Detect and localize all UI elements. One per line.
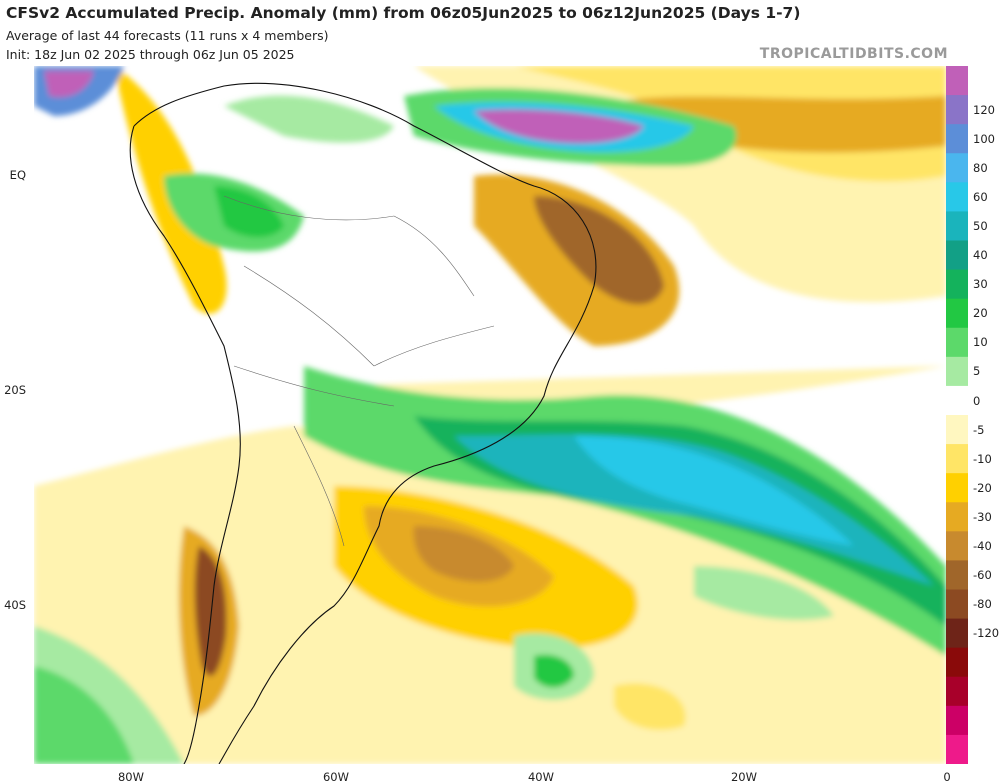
colorbar-swatch [946, 589, 968, 620]
colorbar-swatch [946, 356, 968, 387]
init-line: Init: 18z Jun 02 2025 through 06z Jun 05… [6, 47, 295, 62]
colorbar [946, 66, 968, 764]
colorbar-label: 50 [973, 219, 988, 233]
colorbar-swatch [946, 734, 968, 764]
colorbar-label: -20 [973, 480, 992, 495]
lat-label-20s: 20S [4, 383, 26, 397]
anomaly-region [534, 654, 574, 688]
colorbar-swatch [946, 647, 968, 678]
anomaly-region [224, 95, 394, 143]
colorbar-label: -10 [973, 451, 992, 466]
lon-label-80w: 80W [117, 770, 145, 784]
colorbar-label: 40 [973, 248, 988, 262]
colorbar-label: 120 [973, 102, 995, 117]
anomaly-region [194, 546, 227, 676]
colorbar-swatch [946, 211, 968, 241]
colorbar-label: 0 [973, 393, 981, 408]
lat-label-eq: EQ [9, 168, 26, 182]
lon-label-40w: 40W [527, 770, 555, 784]
coastline [129, 82, 597, 764]
colorbar-label: -80 [973, 597, 992, 611]
anomaly-region [594, 96, 946, 153]
colorbar-label: 30 [973, 277, 988, 292]
colorbar-label: 100 [973, 131, 995, 146]
colorbar-swatch [946, 473, 968, 503]
colorbar-swatch [946, 124, 968, 154]
colorbar-swatch [946, 444, 968, 474]
colorbar-swatch [946, 618, 968, 649]
colorbar-swatch [946, 95, 968, 125]
borders [223, 195, 495, 547]
colorbar-swatch [946, 560, 968, 590]
colorbar-label: -5 [973, 422, 985, 437]
anomaly-region [454, 434, 934, 586]
colorbar-swatch [946, 327, 968, 358]
map-canvas [34, 66, 946, 764]
anomaly-region [614, 683, 686, 730]
colorbar-swatch [946, 502, 968, 532]
colorbar-label: 80 [973, 160, 988, 175]
anomaly-region [44, 71, 94, 98]
colorbar-swatch [946, 66, 968, 96]
anomaly-fill [34, 66, 946, 764]
colorbar-swatch [946, 705, 968, 736]
lon-label-60w: 60W [322, 770, 350, 784]
colorbar-swatch [946, 531, 968, 561]
anomaly-region [534, 196, 664, 305]
anomaly-region [694, 566, 834, 620]
anomaly-region [574, 436, 854, 546]
anomaly-region [474, 109, 644, 144]
lon-label-20w: 20W [730, 770, 758, 784]
colorbar-swatch [946, 240, 968, 271]
colorbar-swatch [946, 298, 968, 329]
anomaly-region [413, 526, 514, 582]
colorbar-label: -120 [973, 626, 1000, 641]
colorbar-swatch [946, 182, 968, 212]
colorbar-label: 10 [973, 335, 988, 350]
colorbar-swatch [946, 269, 968, 300]
colorbar-swatch [946, 153, 968, 183]
anomaly-region [34, 666, 134, 764]
watermark: TROPICALTIDBITS.COM [759, 46, 948, 62]
map-title: CFSv2 Accumulated Precip. Anomaly (mm) f… [6, 4, 801, 22]
map-subtitle: Average of last 44 forecasts (11 runs x … [6, 28, 329, 43]
colorbar-swatch [946, 676, 968, 707]
colorbar-swatch [946, 415, 968, 445]
colorbar-label: -60 [973, 568, 992, 582]
lat-label-40s: 40S [4, 598, 26, 612]
colorbar-label: 5 [973, 364, 981, 379]
colorbar-label: 60 [973, 189, 988, 204]
precip-anomaly-map[interactable] [34, 66, 946, 764]
lon-label-0: 0 [943, 770, 951, 784]
colorbar-label: -30 [973, 509, 992, 524]
colorbar-label: -40 [973, 538, 992, 553]
colorbar-swatch [946, 385, 968, 416]
colorbar-label: 20 [973, 306, 988, 321]
